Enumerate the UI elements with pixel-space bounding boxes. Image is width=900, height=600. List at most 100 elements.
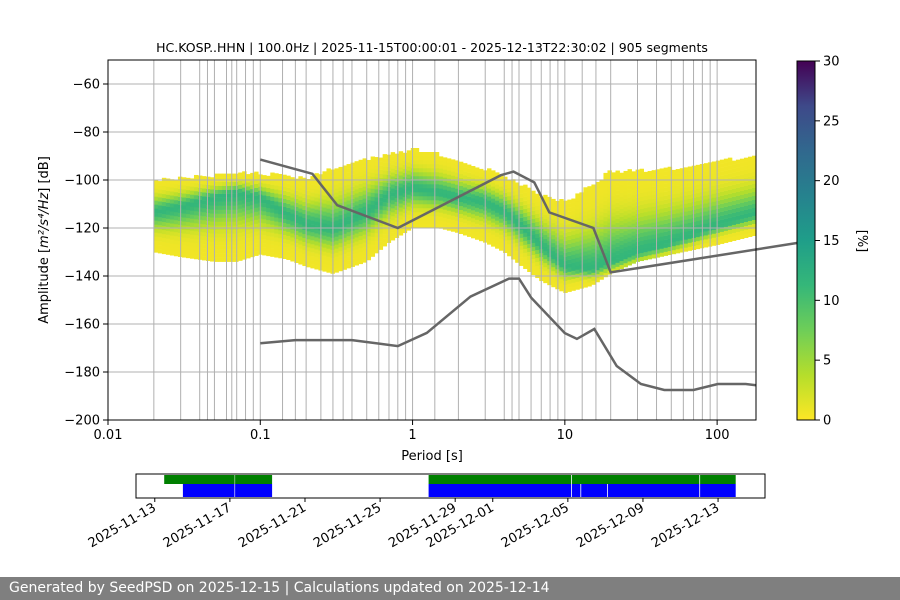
heatmap-cell — [450, 179, 456, 184]
heatmap-cell — [611, 248, 616, 253]
heatmap-cell — [487, 208, 492, 213]
heatmap-cell — [723, 194, 729, 199]
heatmap-cell — [310, 212, 315, 217]
heatmap-cell — [326, 240, 331, 245]
heatmap-cell — [238, 240, 243, 245]
heatmap-column — [326, 168, 331, 273]
heatmap-cell — [535, 257, 540, 263]
heatmap-cell — [426, 180, 432, 185]
heatmap-cell — [270, 252, 275, 257]
heatmap-cell — [671, 181, 677, 187]
heatmap-cell — [723, 226, 729, 231]
footer-text: Generated by SeedPSD on 2025-12-15 | Cal… — [9, 580, 550, 596]
heatmap-cell — [422, 220, 428, 225]
heatmap-cell — [322, 255, 327, 260]
heatmap-cell — [503, 232, 508, 237]
heatmap-cell — [346, 204, 351, 209]
heatmap-cell — [446, 170, 452, 175]
heatmap-cell — [523, 236, 528, 241]
heatmap-cell — [511, 223, 516, 228]
heatmap-cell — [254, 223, 259, 228]
heatmap-cell — [667, 166, 673, 172]
heatmap-cell — [723, 238, 729, 243]
heatmap-column — [282, 174, 287, 259]
heatmap-cell — [274, 205, 279, 210]
heatmap-cell — [370, 160, 376, 165]
heatmap-cell — [595, 253, 600, 259]
heatmap-cell — [438, 156, 444, 161]
heatmap-cell — [575, 233, 580, 238]
heatmap-cell — [222, 221, 227, 226]
heatmap-cell — [487, 168, 492, 173]
heatmap-cell — [675, 233, 681, 238]
heatmap-cell — [306, 227, 311, 232]
heatmap-cell — [286, 203, 291, 208]
heatmap-cell — [503, 204, 508, 209]
colorbar-tick-label: 0 — [823, 414, 831, 429]
heatmap-cell — [326, 260, 331, 265]
heatmap-cell — [715, 160, 721, 165]
heatmap-cell — [426, 188, 432, 193]
heatmap-cell — [735, 235, 741, 240]
heatmap-cell — [222, 205, 227, 210]
heatmap-cell — [262, 235, 267, 240]
heatmap-cell — [290, 229, 295, 234]
heatmap-cell — [619, 196, 624, 202]
heatmap-cell — [370, 208, 376, 213]
heatmap-cell — [466, 164, 472, 169]
heatmap-cell — [503, 236, 508, 241]
heatmap-cell — [731, 196, 737, 201]
heatmap-cell — [591, 244, 596, 249]
heatmap-cell — [735, 195, 741, 200]
heatmap-cell — [270, 232, 275, 237]
heatmap-cell — [679, 208, 685, 213]
heatmap-cell — [511, 255, 516, 260]
heatmap-cell — [153, 236, 159, 241]
heatmap-cell — [583, 235, 588, 240]
heatmap-cell — [491, 186, 496, 191]
heatmap-cell — [438, 172, 444, 177]
heatmap-cell — [334, 248, 339, 253]
heatmap-cell — [210, 233, 215, 238]
heatmap-cell — [406, 186, 412, 191]
heatmap-cell — [567, 279, 572, 284]
heatmap-cell — [434, 200, 440, 205]
heatmap-cell — [346, 192, 351, 197]
heatmap-cell — [515, 194, 520, 199]
heatmap-cell — [551, 278, 556, 284]
heatmap-cell — [326, 248, 331, 253]
heatmap-cell — [210, 181, 215, 186]
heatmap-cell — [551, 234, 556, 240]
heatmap-cell — [218, 221, 223, 226]
heatmap-cell — [735, 187, 741, 192]
heatmap-cell — [390, 200, 396, 205]
heatmap-cell — [177, 240, 183, 245]
heatmap-cell — [394, 189, 400, 194]
heatmap-cell — [667, 226, 673, 232]
heatmap-cell — [675, 221, 681, 226]
heatmap-cell — [531, 202, 536, 208]
heatmap-cell — [173, 207, 179, 213]
heatmap-cell — [579, 232, 584, 237]
heatmap-cell — [350, 202, 355, 207]
heatmap-cell — [374, 181, 380, 186]
heatmap-cell — [523, 232, 528, 237]
heatmap-cell — [627, 177, 632, 182]
heatmap-cell — [198, 251, 203, 256]
heatmap-cell — [466, 220, 472, 225]
heatmap-cell — [663, 231, 669, 236]
heatmap-cell — [350, 166, 355, 171]
heatmap-cell — [434, 192, 440, 197]
heatmap-cell — [511, 219, 516, 224]
heatmap-cell — [346, 200, 351, 205]
heatmap-cell — [487, 204, 492, 209]
heatmap-cell — [218, 181, 223, 186]
heatmap-cell — [651, 254, 657, 259]
heatmap-cell — [579, 272, 584, 277]
heatmap-cell — [206, 256, 211, 261]
heatmap-cell — [342, 181, 347, 186]
heatmap-cell — [169, 215, 175, 220]
heatmap-cell — [198, 195, 203, 200]
heatmap-cell — [527, 203, 532, 208]
heatmap-cell — [751, 159, 756, 164]
